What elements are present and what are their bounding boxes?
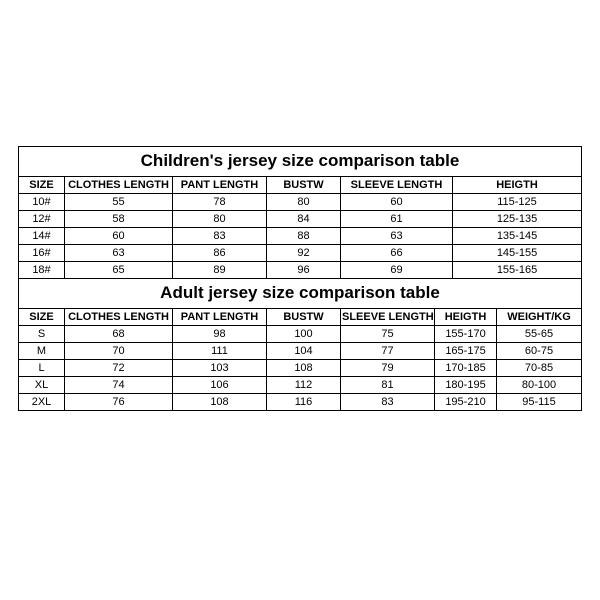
cell: 55 xyxy=(65,194,173,211)
cell: 60 xyxy=(341,194,453,211)
col-sleeve: SLEEVE LENGTH xyxy=(341,177,453,194)
table-row: 16# 63 86 92 66 145-155 xyxy=(19,245,582,262)
cell: 103 xyxy=(173,360,267,377)
col-size: SIZE xyxy=(19,309,65,326)
adult-title-row: Adult jersey size comparison table xyxy=(19,279,582,309)
cell: 80 xyxy=(267,194,341,211)
cell: 135-145 xyxy=(453,228,582,245)
cell: 195-210 xyxy=(435,394,497,411)
cell: 10# xyxy=(19,194,65,211)
cell: 96 xyxy=(267,262,341,279)
cell: 61 xyxy=(341,211,453,228)
cell: 111 xyxy=(173,343,267,360)
cell: 70-85 xyxy=(497,360,582,377)
table-row: 18# 65 89 96 69 155-165 xyxy=(19,262,582,279)
cell: 75 xyxy=(341,326,435,343)
col-clothes: CLOTHES LENGTH xyxy=(65,309,173,326)
adult-title: Adult jersey size comparison table xyxy=(19,279,582,309)
col-sleeve: SLEEVE LENGTH xyxy=(341,309,435,326)
cell: 155-165 xyxy=(453,262,582,279)
cell: 12# xyxy=(19,211,65,228)
col-weight: WEIGHT/KG xyxy=(497,309,582,326)
cell: 63 xyxy=(341,228,453,245)
col-clothes: CLOTHES LENGTH xyxy=(65,177,173,194)
cell: 18# xyxy=(19,262,65,279)
table-row: XL 74 106 112 81 180-195 80-100 xyxy=(19,377,582,394)
cell: 77 xyxy=(341,343,435,360)
cell: 66 xyxy=(341,245,453,262)
cell: 80 xyxy=(173,211,267,228)
cell: 63 xyxy=(65,245,173,262)
cell: M xyxy=(19,343,65,360)
table-row: L 72 103 108 79 170-185 70-85 xyxy=(19,360,582,377)
cell: 83 xyxy=(341,394,435,411)
cell: 92 xyxy=(267,245,341,262)
size-chart-page: Children's jersey size comparison table … xyxy=(0,0,600,600)
cell: 108 xyxy=(173,394,267,411)
children-size-table: Children's jersey size comparison table … xyxy=(18,146,582,279)
col-height: HEIGTH xyxy=(453,177,582,194)
cell: 81 xyxy=(341,377,435,394)
cell: 112 xyxy=(267,377,341,394)
cell: 76 xyxy=(65,394,173,411)
cell: 70 xyxy=(65,343,173,360)
children-title-row: Children's jersey size comparison table xyxy=(19,147,582,177)
table-row: 10# 55 78 80 60 115-125 xyxy=(19,194,582,211)
table-row: 12# 58 80 84 61 125-135 xyxy=(19,211,582,228)
cell: 80-100 xyxy=(497,377,582,394)
cell: 115-125 xyxy=(453,194,582,211)
col-bust: BUSTW xyxy=(267,177,341,194)
cell: 145-155 xyxy=(453,245,582,262)
cell: 74 xyxy=(65,377,173,394)
table-row: 14# 60 83 88 63 135-145 xyxy=(19,228,582,245)
cell: 106 xyxy=(173,377,267,394)
col-pant: PANT LENGTH xyxy=(173,177,267,194)
children-header-row: SIZE CLOTHES LENGTH PANT LENGTH BUSTW SL… xyxy=(19,177,582,194)
cell: 180-195 xyxy=(435,377,497,394)
cell: 65 xyxy=(65,262,173,279)
cell: 2XL xyxy=(19,394,65,411)
cell: 83 xyxy=(173,228,267,245)
cell: L xyxy=(19,360,65,377)
cell: 125-135 xyxy=(453,211,582,228)
adult-header-row: SIZE CLOTHES LENGTH PANT LENGTH BUSTW SL… xyxy=(19,309,582,326)
cell: 165-175 xyxy=(435,343,497,360)
cell: 89 xyxy=(173,262,267,279)
cell: 14# xyxy=(19,228,65,245)
table-row: M 70 111 104 77 165-175 60-75 xyxy=(19,343,582,360)
cell: 88 xyxy=(267,228,341,245)
cell: 72 xyxy=(65,360,173,377)
cell: 55-65 xyxy=(497,326,582,343)
col-height: HEIGTH xyxy=(435,309,497,326)
cell: 58 xyxy=(65,211,173,228)
cell: 116 xyxy=(267,394,341,411)
cell: 98 xyxy=(173,326,267,343)
cell: 108 xyxy=(267,360,341,377)
cell: XL xyxy=(19,377,65,394)
adult-size-table: Adult jersey size comparison table SIZE … xyxy=(18,278,582,411)
cell: 95-115 xyxy=(497,394,582,411)
cell: S xyxy=(19,326,65,343)
cell: 170-185 xyxy=(435,360,497,377)
children-title: Children's jersey size comparison table xyxy=(19,147,582,177)
cell: 86 xyxy=(173,245,267,262)
cell: 84 xyxy=(267,211,341,228)
cell: 68 xyxy=(65,326,173,343)
table-row: 2XL 76 108 116 83 195-210 95-115 xyxy=(19,394,582,411)
cell: 60-75 xyxy=(497,343,582,360)
cell: 69 xyxy=(341,262,453,279)
cell: 100 xyxy=(267,326,341,343)
cell: 60 xyxy=(65,228,173,245)
col-pant: PANT LENGTH xyxy=(173,309,267,326)
col-size: SIZE xyxy=(19,177,65,194)
col-bust: BUSTW xyxy=(267,309,341,326)
cell: 78 xyxy=(173,194,267,211)
cell: 79 xyxy=(341,360,435,377)
cell: 104 xyxy=(267,343,341,360)
table-row: S 68 98 100 75 155-170 55-65 xyxy=(19,326,582,343)
cell: 155-170 xyxy=(435,326,497,343)
cell: 16# xyxy=(19,245,65,262)
